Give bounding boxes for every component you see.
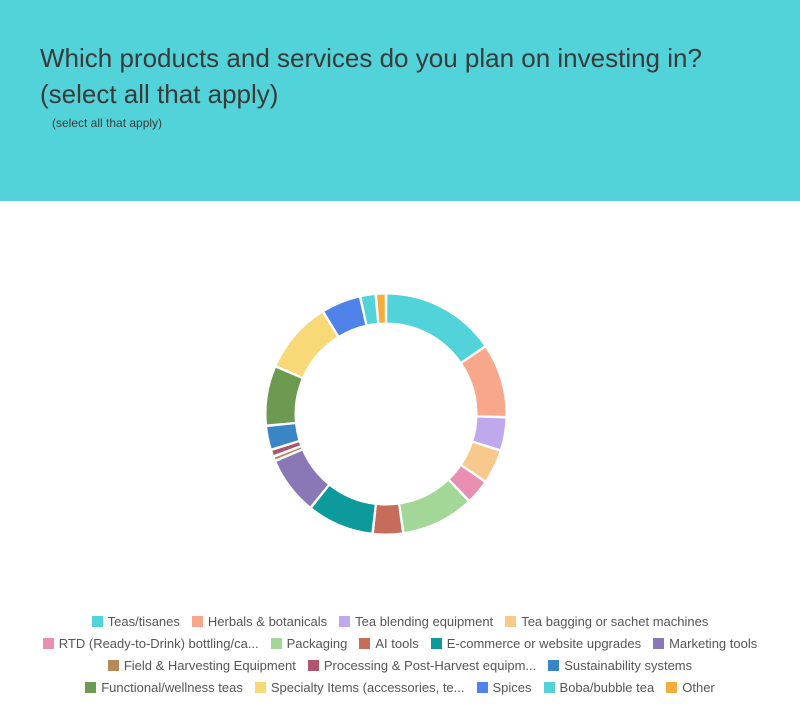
legend-label: AI tools <box>375 635 419 651</box>
legend-swatch <box>666 681 678 693</box>
legend-swatch <box>548 659 560 671</box>
chart-area: Teas/tisanes Herbals & botanicals Tea blen… <box>0 201 800 714</box>
donut-slice[interactable] <box>460 441 501 482</box>
chart-legend: Teas/tisanes Herbals & botanicals Tea blen… <box>0 610 800 698</box>
legend-item[interactable]: E-commerce or website upgrades <box>430 635 642 651</box>
donut-chart <box>265 293 507 535</box>
legend-item[interactable]: RTD (Ready-to-Drink) bottling/ca... <box>42 635 259 651</box>
donut-slice[interactable] <box>265 366 303 426</box>
donut-slice[interactable] <box>399 479 469 534</box>
legend-item[interactable]: Marketing tools <box>653 636 757 651</box>
legend-swatch <box>107 659 119 671</box>
legend-row: RTD (Ready-to-Drink) bottling/ca... Packa… <box>0 632 800 654</box>
legend-item[interactable]: Boba/bubble tea <box>543 679 655 695</box>
donut-slice[interactable] <box>266 423 300 450</box>
legend-swatch <box>85 681 97 693</box>
donut-slice[interactable] <box>275 449 330 508</box>
legend-row: Teas/tisanes Herbals & botanicals Tea blen… <box>0 610 800 632</box>
legend-swatch <box>270 637 282 649</box>
legend-item[interactable]: Herbals & botanicals <box>191 613 328 629</box>
legend-item[interactable]: Other <box>666 680 715 695</box>
legend-row: Functional/wellness teas Specialty Items … <box>0 676 800 698</box>
donut-slice[interactable] <box>472 416 507 451</box>
legend-swatch <box>359 637 371 649</box>
donut-slice[interactable] <box>273 446 303 461</box>
legend-item[interactable]: Tea blending equipment <box>339 614 493 629</box>
legend-swatch <box>191 615 203 627</box>
donut-slice[interactable] <box>460 346 507 417</box>
legend-swatch <box>42 637 54 649</box>
donut-slice[interactable] <box>360 293 379 326</box>
legend-item[interactable]: Sustainability systems <box>548 658 692 673</box>
legend-label: Processing & Post-Harvest equipm... <box>323 657 537 673</box>
donut-slice[interactable] <box>271 441 302 457</box>
legend-label: Herbals & botanicals <box>207 613 328 629</box>
legend-swatch <box>653 637 665 649</box>
donut-slice[interactable] <box>372 503 404 535</box>
legend-swatch <box>430 637 442 649</box>
legend-label: Boba/bubble tea <box>559 679 655 695</box>
legend-label: RTD (Ready-to-Drink) bottling/ca... <box>58 635 259 651</box>
legend-label: Sustainability systems <box>564 657 693 673</box>
donut-slice[interactable] <box>310 484 376 534</box>
legend-item[interactable]: Spices <box>476 679 532 695</box>
legend-swatch <box>91 615 103 627</box>
donut-slice[interactable] <box>376 293 386 324</box>
legend-item[interactable]: Field & Harvesting Equipment <box>107 657 296 673</box>
legend-label: Spices <box>492 679 532 695</box>
legend-swatch <box>339 615 351 627</box>
donut-slice[interactable] <box>323 296 367 337</box>
legend-item[interactable]: Processing & Post-Harvest equipm... <box>307 657 537 673</box>
legend-item[interactable]: Packaging <box>270 635 348 651</box>
legend-label: Packaging <box>286 635 348 651</box>
legend-label: Specialty Items (accessories, te... <box>270 679 465 695</box>
legend-item[interactable]: Functional/wellness teas <box>85 680 243 695</box>
legend-label: Teas/tisanes <box>107 613 180 629</box>
donut-slice[interactable] <box>275 311 339 379</box>
page-subtitle: (select all that apply) <box>52 116 163 130</box>
legend-swatch <box>254 681 266 693</box>
legend-label: Functional/wellness teas <box>101 679 243 695</box>
legend-label: Field & Harvesting Equipment <box>123 657 296 673</box>
legend-label: E-commerce or website upgrades <box>446 635 642 651</box>
legend-label: Tea blending equipment <box>355 613 494 629</box>
donut-slice[interactable] <box>386 293 486 363</box>
donut-slice[interactable] <box>448 465 486 501</box>
legend-item[interactable]: Tea bagging or sachet machines <box>505 614 708 629</box>
legend-swatch <box>476 681 488 693</box>
legend-item[interactable]: AI tools <box>359 635 419 651</box>
legend-item[interactable]: Specialty Items (accessories, te... <box>254 679 465 695</box>
legend-swatch <box>543 681 555 693</box>
legend-row: Field & Harvesting Equipment Processing &… <box>0 654 800 676</box>
legend-item[interactable]: Teas/tisanes <box>91 613 180 629</box>
legend-swatch <box>505 615 517 627</box>
legend-label: Tea bagging or sachet machines <box>521 613 709 629</box>
legend-swatch <box>307 659 319 671</box>
legend-label: Other <box>682 679 715 695</box>
page-title: Which products and services do you plan … <box>40 43 702 109</box>
legend-label: Marketing tools <box>669 635 758 651</box>
header-banner: Which products and services do you plan … <box>0 0 800 201</box>
